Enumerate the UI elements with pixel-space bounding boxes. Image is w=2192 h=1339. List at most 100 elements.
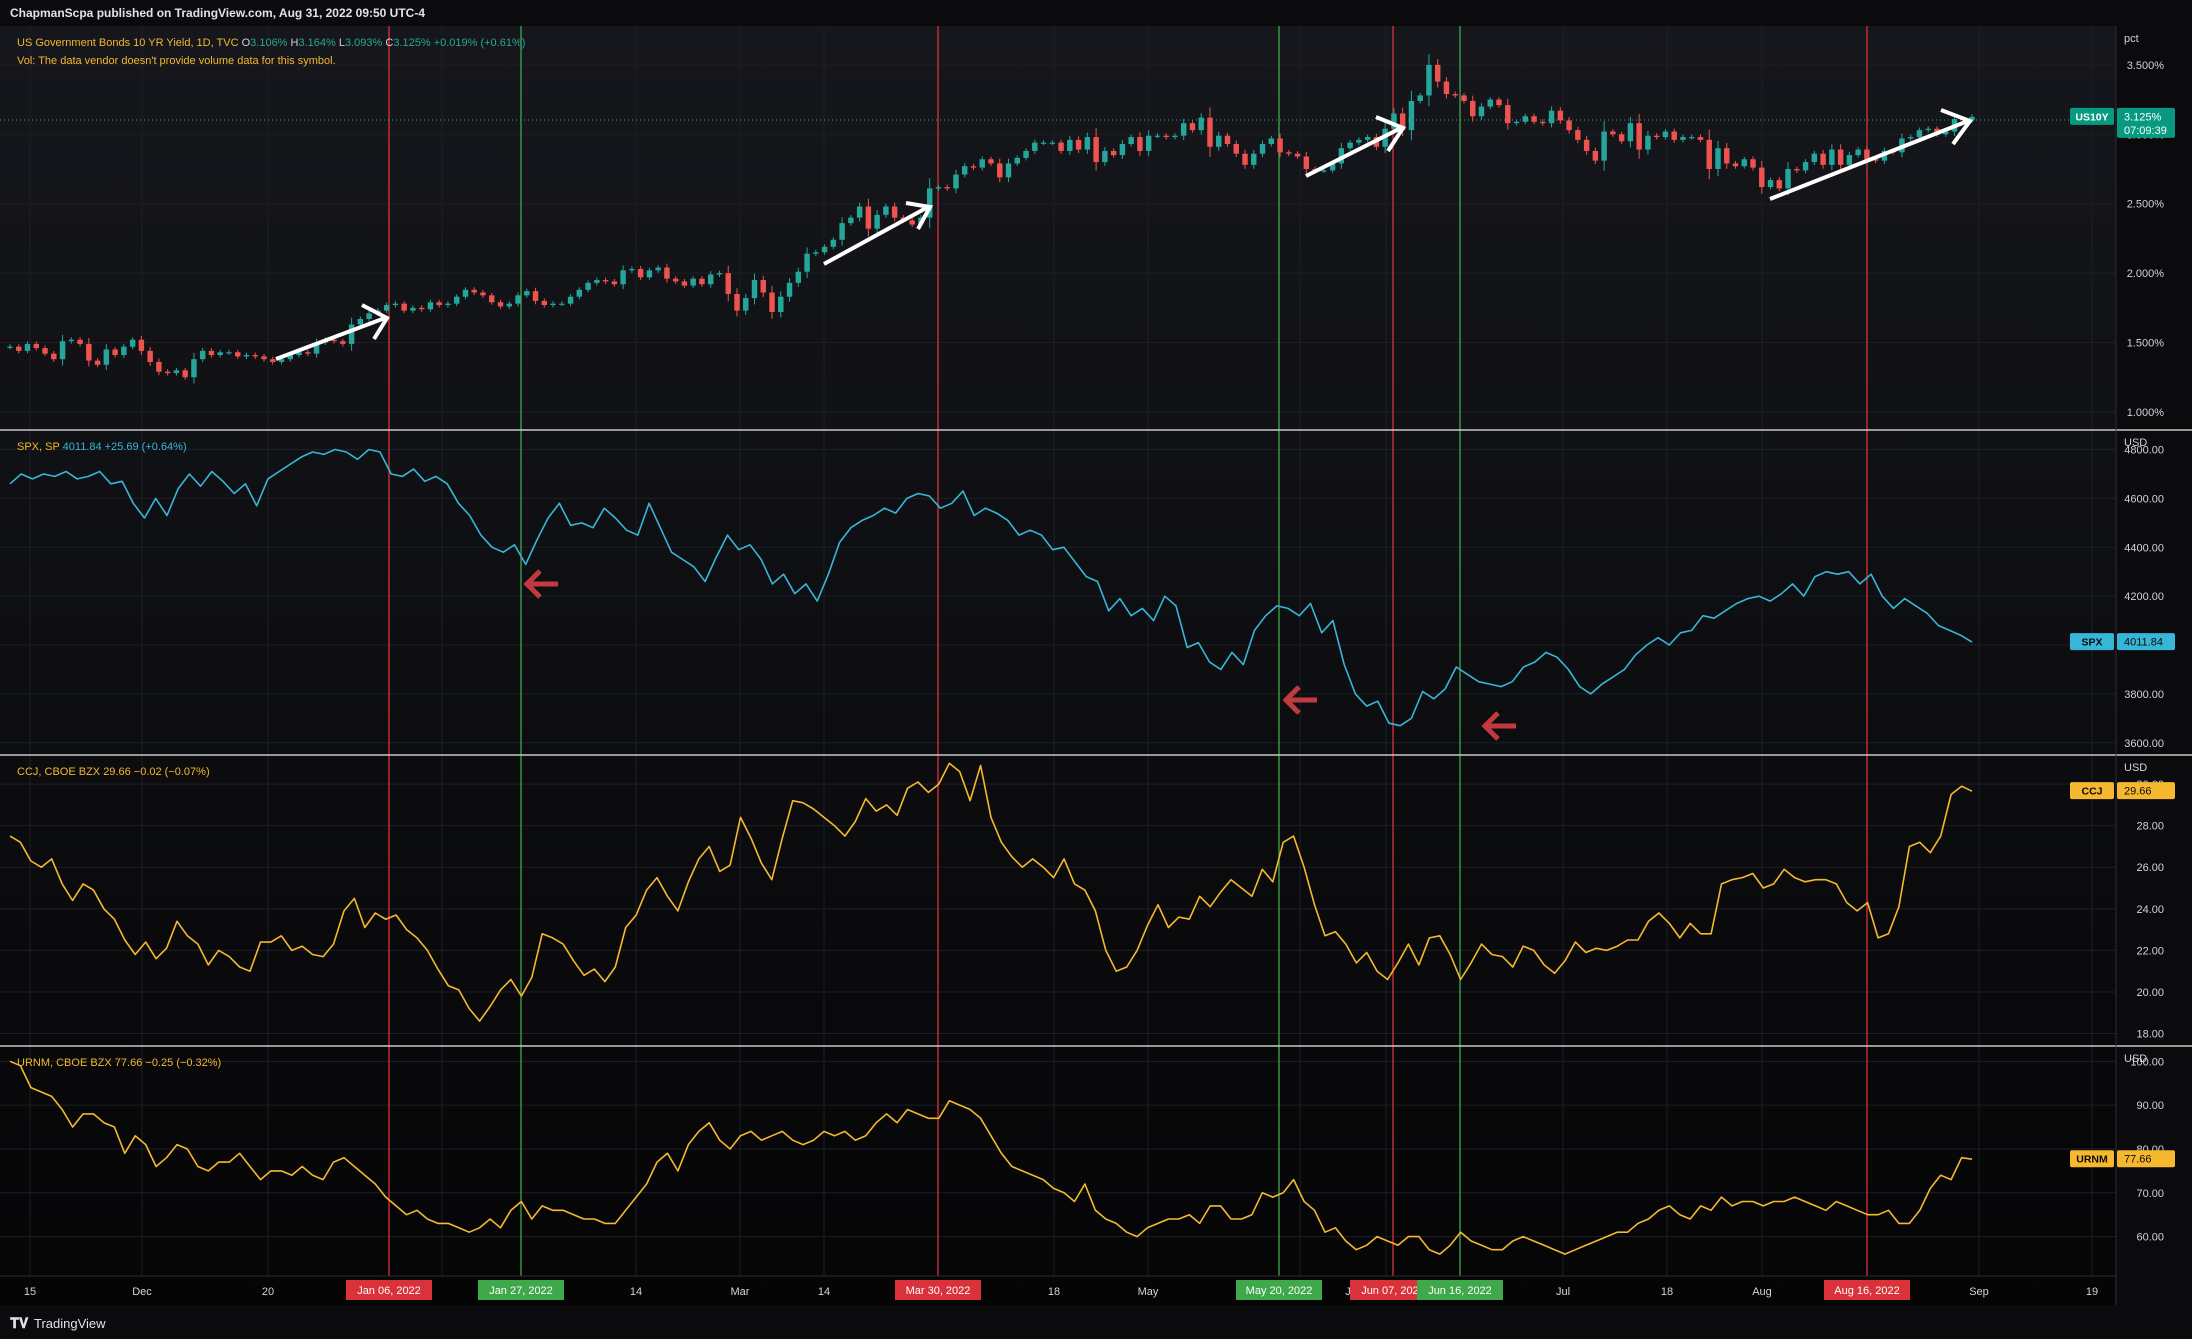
date-marker-text: Jun 16, 2022 [1428,1285,1492,1297]
y-tick-label: 2.000% [2127,268,2165,280]
candle-body [716,273,723,275]
legend-value: 29.66 [103,766,134,778]
candle-body [1837,149,1844,165]
date-marker-tag[interactable] [1350,1280,1436,1300]
candle-body [1102,150,1108,163]
candle-body [1242,153,1248,165]
spx-last-price-badge[interactable]: SPX 4011.84 [2070,633,2175,651]
date-marker-tag[interactable] [895,1280,981,1300]
candle-body [1505,105,1511,124]
candle-body [1128,137,1134,145]
candle-body [1005,163,1012,178]
price-tag [2117,782,2175,800]
spx-legend[interactable]: SPX, SP 4011.84 +25.69 (+0.64%) [17,441,187,453]
candle-body [278,359,285,362]
candle-body [480,292,486,296]
candle-body [471,289,477,293]
candle-body [217,352,223,356]
date-marker-tag[interactable] [1236,1280,1322,1300]
time-tick-label: Aug [1752,1286,1772,1298]
date-marker-tag[interactable] [478,1280,564,1300]
legend-part: 3.093% [345,37,385,49]
candle-body [331,339,337,342]
candle-body [243,355,250,357]
candle-body [1618,134,1625,142]
time-axis: 15 Dec 20 14 Mar 14 18 May J Jul 18 Aug Sep 19 Jan 06,… [24,1280,2098,1300]
candle-body [252,355,258,357]
candle-body [1776,180,1783,189]
urnm-last-price-badge[interactable]: URNM 77.66 [2070,1150,2175,1168]
chart-background [0,26,2116,1305]
trend-arrow-4[interactable] [1769,108,1974,201]
candle-body [1145,135,1152,151]
candle-body [1820,153,1826,165]
urnm-legend[interactable]: URNM, CBOE BZX 77.66 −0.25 (−0.32%) [17,1057,221,1069]
ccj-legend[interactable]: CCJ, CBOE BZX 29.66 −0.02 (−0.07%) [17,766,210,778]
candle-body [1478,106,1485,117]
red-arrow-2[interactable] [1282,685,1317,715]
candle-body [1802,162,1809,171]
legend-change: −0.25 (−0.32%) [145,1057,221,1069]
candle-body [1049,142,1056,144]
us10y-last-price-badge[interactable]: US10Y 3.125% 07:09:39 [2070,107,2175,138]
trend-arrow-3[interactable] [1305,115,1406,178]
candle-body [121,346,127,356]
price-tag-text: 3.125% [2124,111,2162,123]
legend-symbol: CCJ, CBOE BZX [17,766,103,778]
y-tick-label: 60.00 [2136,1232,2164,1244]
date-marker-tag[interactable] [1824,1280,1910,1300]
ccj-last-price-badge[interactable]: CCJ 29.66 [2070,782,2175,800]
candle-body [1224,135,1231,145]
time-tick-label: 18 [1048,1286,1060,1298]
candle-body [1119,144,1126,156]
candle-body [261,356,267,360]
red-arrow-1[interactable] [523,569,558,599]
legend-part: +0.019% (+0.61%) [434,37,526,49]
candle-body [909,220,915,225]
candle-body [524,291,530,296]
y-tick-label: 28.00 [2136,821,2164,833]
date-marker-tag[interactable] [1417,1280,1503,1300]
logo-mark-icon: 𝐓𝐕 [10,1315,29,1331]
candle-body [366,313,372,319]
trend-arrow-1[interactable] [275,303,390,361]
candle-body [1154,135,1161,137]
candle-body [637,268,644,278]
candle-body [401,303,407,311]
trend-arrow-2[interactable] [823,201,934,266]
candle-body [506,303,512,307]
candle-body [1724,148,1730,164]
candle-body [690,278,696,286]
candle-body [226,352,232,354]
candle-body [86,343,92,361]
y-tick-label: 90.00 [2136,1100,2164,1112]
red-arrow-3[interactable] [1481,711,1516,741]
candle-body [1075,139,1082,150]
series-name-tag [2070,107,2114,125]
unit-label: pct [2124,33,2139,45]
legend-symbol: URNM, CBOE BZX [17,1057,115,1069]
candle-body [1645,135,1651,150]
time-tick-label: Dec [132,1286,152,1298]
ccj-line [9,762,1973,1022]
candle-body [1084,137,1091,150]
unit-label: USD [2124,437,2147,449]
candle-body [462,289,469,297]
candle-body [997,163,1003,178]
candle-body [1575,130,1581,140]
publisher-text: ChapmanScpa published on TradingView.com… [10,6,425,20]
candle-body [1189,123,1196,131]
y-tick-label: 2.500% [2127,199,2165,211]
us10y-legend[interactable]: US Government Bonds 10 YR Yield, 1D, TVC… [17,37,525,49]
event-lines [388,26,1868,1276]
time-tick-label: May [1138,1286,1159,1298]
candle-body [874,214,880,229]
candle-body [445,303,451,306]
series-layer [7,54,1975,1255]
date-marker-tag[interactable] [346,1280,432,1300]
candle-body [1706,139,1712,169]
price-tag [2117,633,2175,651]
candle-body [515,295,521,304]
candle-body [1067,139,1073,151]
series-name-tag [2070,633,2114,651]
